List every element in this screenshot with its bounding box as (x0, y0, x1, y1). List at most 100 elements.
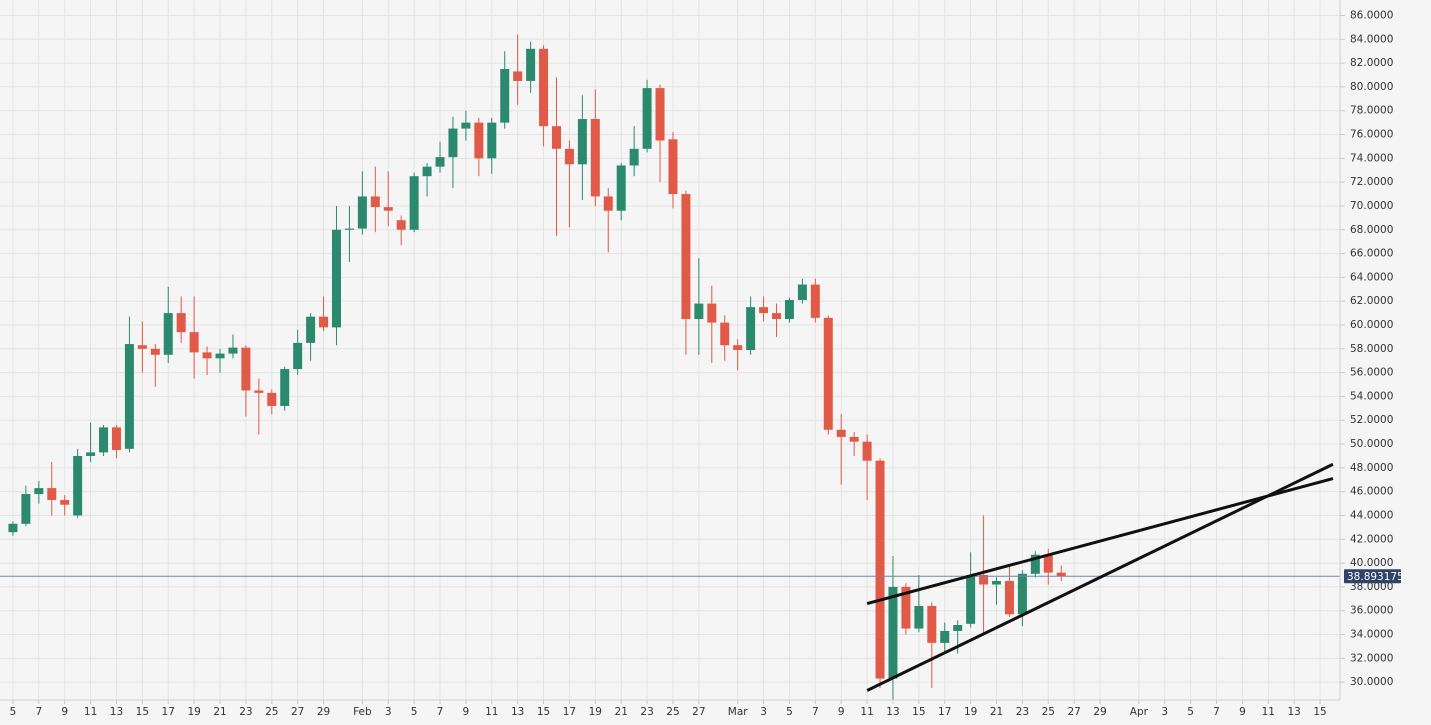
x-tick-label: 13 (511, 706, 524, 718)
y-tick-label: 54.0000 (1350, 390, 1393, 402)
candle-body (111, 427, 121, 450)
candle-body (241, 347, 251, 391)
x-tick-label: Feb (353, 706, 372, 718)
y-tick-label: 38.0000 (1350, 581, 1393, 593)
x-tick-label: 5 (1187, 706, 1194, 718)
trend-line (866, 462, 1334, 692)
candle-body (396, 220, 406, 230)
candle-body (539, 48, 549, 127)
candle-body (992, 580, 1002, 585)
y-tick-label: 34.0000 (1350, 629, 1393, 641)
candle-body (616, 165, 626, 211)
y-tick-label: 62.0000 (1350, 295, 1393, 307)
x-tick-label: 11 (485, 706, 498, 718)
candle-body (875, 460, 885, 679)
x-tick-label: 23 (1016, 706, 1029, 718)
x-tick-label: Mar (728, 706, 748, 718)
x-tick-label: 17 (563, 706, 576, 718)
candle-body (383, 207, 393, 211)
candle-body (21, 494, 31, 524)
candle-body (694, 303, 704, 320)
candle-body (681, 194, 691, 320)
y-tick-label: 86.0000 (1350, 9, 1393, 21)
y-tick-label: 42.0000 (1350, 533, 1393, 545)
y-tick-label: 84.0000 (1350, 33, 1393, 45)
x-tick-label: 5 (411, 706, 418, 718)
y-tick-label: 80.0000 (1350, 81, 1393, 93)
x-tick-label: 9 (838, 706, 845, 718)
candle-body (293, 342, 303, 370)
candle-body (306, 316, 316, 343)
x-tick-label: 13 (886, 706, 899, 718)
y-tick-label: 48.0000 (1350, 462, 1393, 474)
y-tick-label: 72.0000 (1350, 176, 1393, 188)
candle-body (150, 348, 160, 355)
trend-line (866, 477, 1334, 606)
x-tick-label: 25 (1042, 706, 1055, 718)
last-price-box (1344, 569, 1401, 584)
x-tick-label: 5 (786, 706, 793, 718)
y-tick-label: 56.0000 (1350, 367, 1393, 379)
y-tick-label: 46.0000 (1350, 486, 1393, 498)
x-tick-label: 23 (239, 706, 252, 718)
x-tick-label: 17 (938, 706, 951, 718)
candle-body (810, 284, 820, 318)
y-tick-label: 68.0000 (1350, 224, 1393, 236)
y-tick-label: 58.0000 (1350, 343, 1393, 355)
candle-body (720, 322, 730, 346)
candle-body (836, 429, 846, 437)
candle-body (914, 605, 924, 629)
candle-body (746, 307, 756, 350)
y-tick-label: 66.0000 (1350, 248, 1393, 260)
x-tick-label: 3 (1161, 706, 1168, 718)
x-tick-label: 15 (537, 706, 550, 718)
x-tick-label: 3 (760, 706, 767, 718)
candle-body (99, 427, 109, 453)
x-tick-label: 19 (589, 706, 602, 718)
candle-body (73, 455, 83, 516)
candle-body (940, 630, 950, 643)
x-tick-label: 9 (61, 706, 68, 718)
y-tick-label: 76.0000 (1350, 129, 1393, 141)
candle-body (280, 369, 290, 406)
candle-body (668, 139, 678, 195)
y-tick-label: 32.0000 (1350, 652, 1393, 664)
candle-body (526, 48, 536, 81)
y-tick-label: 30.0000 (1350, 676, 1393, 688)
x-tick-label: 23 (640, 706, 653, 718)
x-tick-label: 27 (1067, 706, 1080, 718)
y-tick-label: 60.0000 (1350, 319, 1393, 331)
x-tick-label: 29 (1093, 706, 1106, 718)
candle-body (435, 157, 445, 167)
candle-body (189, 332, 199, 353)
x-tick-label: 21 (213, 706, 226, 718)
candle-body (784, 300, 794, 320)
candle-body (474, 122, 484, 159)
candle-body (772, 313, 782, 320)
y-tick-label: 44.0000 (1350, 509, 1393, 521)
candle-body (513, 71, 523, 81)
candle-body (370, 196, 380, 208)
candle-body (849, 436, 859, 442)
candle-body (176, 313, 186, 333)
x-tick-label: 19 (964, 706, 977, 718)
plot-background (0, 0, 1340, 700)
candle-body (603, 196, 613, 211)
y-tick-label: 50.0000 (1350, 438, 1393, 450)
x-tick-label: 11 (84, 706, 97, 718)
candle-body (979, 575, 989, 585)
candle-body (953, 625, 963, 631)
candle-body (461, 122, 471, 129)
candle-body (966, 575, 976, 624)
candle-body (422, 166, 432, 177)
candle-body (500, 69, 510, 123)
x-tick-label: 17 (162, 706, 175, 718)
candle-body (8, 523, 18, 533)
x-tick-label: 7 (1213, 706, 1220, 718)
candle-body (927, 605, 937, 643)
candle-body (228, 347, 238, 354)
y-tick-label: 52.0000 (1350, 414, 1393, 426)
x-tick-label: 15 (1313, 706, 1326, 718)
candle-body (655, 88, 665, 141)
candle-body (590, 119, 600, 197)
